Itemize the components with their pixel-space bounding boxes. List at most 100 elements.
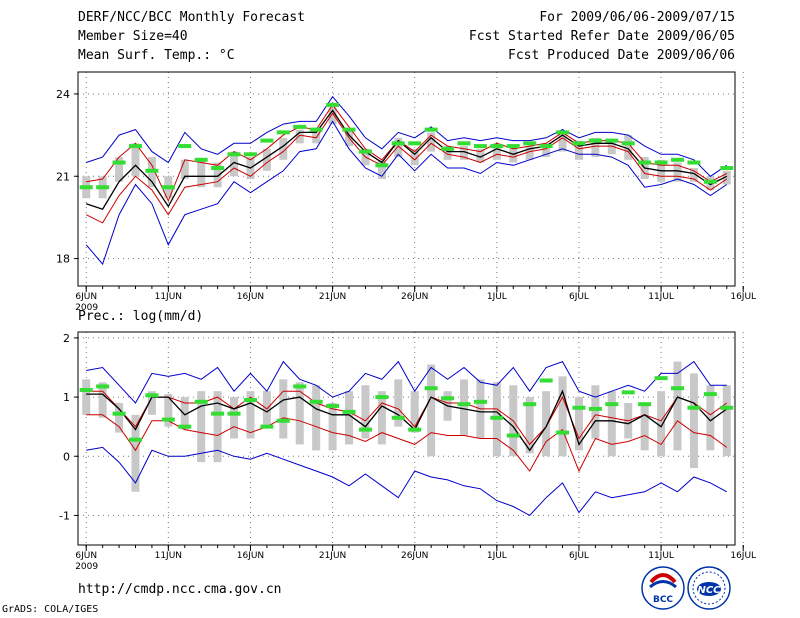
climatology-mark	[703, 392, 717, 397]
xtick-sublabel: 2009	[75, 303, 98, 313]
spread-box	[345, 391, 354, 445]
climatology-mark	[408, 141, 422, 146]
climatology-mark	[194, 399, 208, 404]
plot-frame	[77, 331, 736, 546]
climatology-mark	[588, 406, 602, 411]
xtick-label: 11JUL	[648, 551, 674, 561]
spread-box	[689, 373, 698, 469]
xtick-label: 11JUN	[155, 551, 182, 561]
spread-box	[230, 397, 239, 439]
spread-box	[115, 157, 124, 182]
climatology-mark	[96, 384, 110, 389]
spread-box	[394, 379, 403, 427]
climatology-mark	[342, 127, 356, 132]
climatology-mark	[539, 378, 553, 383]
climatology-mark	[408, 427, 422, 432]
ncc-logo-text: NCC	[697, 585, 721, 596]
spread-box	[410, 391, 419, 433]
climatology-mark	[654, 160, 668, 165]
climatology-mark	[605, 402, 619, 407]
climatology-mark	[112, 160, 126, 165]
spread-box	[443, 146, 452, 160]
climatology-mark	[145, 168, 159, 173]
spread-box	[558, 132, 567, 152]
spread-box	[607, 391, 616, 457]
xtick-label: 26JUN	[401, 292, 428, 302]
xtick-label: 16JUN	[237, 551, 264, 561]
plot-frame	[77, 71, 736, 287]
spread-box	[673, 361, 682, 451]
climatology-mark	[687, 405, 701, 410]
spread-box	[394, 137, 403, 158]
climatology-mark	[473, 399, 487, 404]
xtick-label: 6JUL	[569, 551, 589, 561]
spread-box	[476, 148, 485, 163]
spread-box	[230, 151, 239, 177]
climatology-mark	[145, 393, 159, 398]
xtick-label: 21JUN	[319, 292, 346, 302]
spread-box	[706, 385, 715, 451]
climatology-mark	[588, 138, 602, 143]
spread-box	[213, 391, 222, 463]
series-line-upper	[86, 390, 728, 446]
spread-box	[262, 148, 271, 171]
climatology-mark	[161, 185, 175, 190]
climatology-mark	[506, 144, 520, 149]
climatology-mark	[391, 415, 405, 420]
climatology-mark	[720, 405, 734, 410]
climatology-mark	[161, 417, 175, 422]
spread-box	[279, 137, 288, 160]
spread-box	[525, 397, 534, 454]
spread-box	[295, 382, 304, 445]
ytick-label: 2	[63, 332, 70, 345]
series-line-lower	[85, 112, 728, 224]
ytick-label: 0	[63, 450, 70, 463]
spread-box	[180, 159, 189, 179]
spread-box	[328, 107, 337, 125]
spread-box	[164, 394, 173, 427]
climatology-mark	[671, 386, 685, 391]
climatology-mark	[309, 127, 323, 132]
spread-box	[722, 385, 731, 457]
xtick-label: 11JUL	[648, 292, 674, 302]
ytick-label: 1	[63, 391, 70, 404]
spread-box	[312, 129, 321, 144]
spread-box	[115, 403, 124, 433]
spread-box	[147, 391, 156, 415]
climatology-mark	[211, 411, 225, 416]
xtick-label: 16JUL	[730, 292, 756, 302]
bcc-logo: BCC	[641, 566, 685, 610]
xtick-label: 26JUN	[401, 551, 428, 561]
climatology-mark	[687, 160, 701, 165]
spread-box	[574, 397, 583, 451]
climatology-mark	[473, 144, 487, 149]
spread-box	[492, 143, 501, 160]
xtick-label: 21JUN	[319, 551, 346, 561]
spread-box	[131, 143, 140, 177]
climatology-mark	[441, 396, 455, 401]
climatology-mark	[112, 411, 126, 416]
climatology-mark	[194, 157, 208, 162]
climatology-mark	[556, 130, 570, 135]
spread-box	[657, 391, 666, 457]
spread-box	[525, 146, 534, 160]
spread-box	[197, 391, 206, 463]
climatology-mark	[572, 141, 586, 146]
climatology-mark	[128, 144, 142, 149]
climatology-mark	[260, 424, 274, 429]
xtick-sublabel: 2009	[75, 562, 98, 572]
climatology-mark	[276, 418, 290, 423]
climatology-mark	[178, 424, 192, 429]
spread-box	[591, 385, 600, 439]
climatology-mark	[605, 138, 619, 143]
climatology-mark	[79, 185, 93, 190]
grads-credit: GrADS: COLA/IGES	[2, 604, 99, 615]
climatology-mark	[621, 390, 635, 395]
spread-box	[82, 379, 91, 415]
series-line-max	[86, 95, 728, 177]
climatology-mark	[293, 384, 307, 389]
ncc-logo: NCC	[687, 566, 731, 610]
series-line-upper	[86, 104, 728, 203]
